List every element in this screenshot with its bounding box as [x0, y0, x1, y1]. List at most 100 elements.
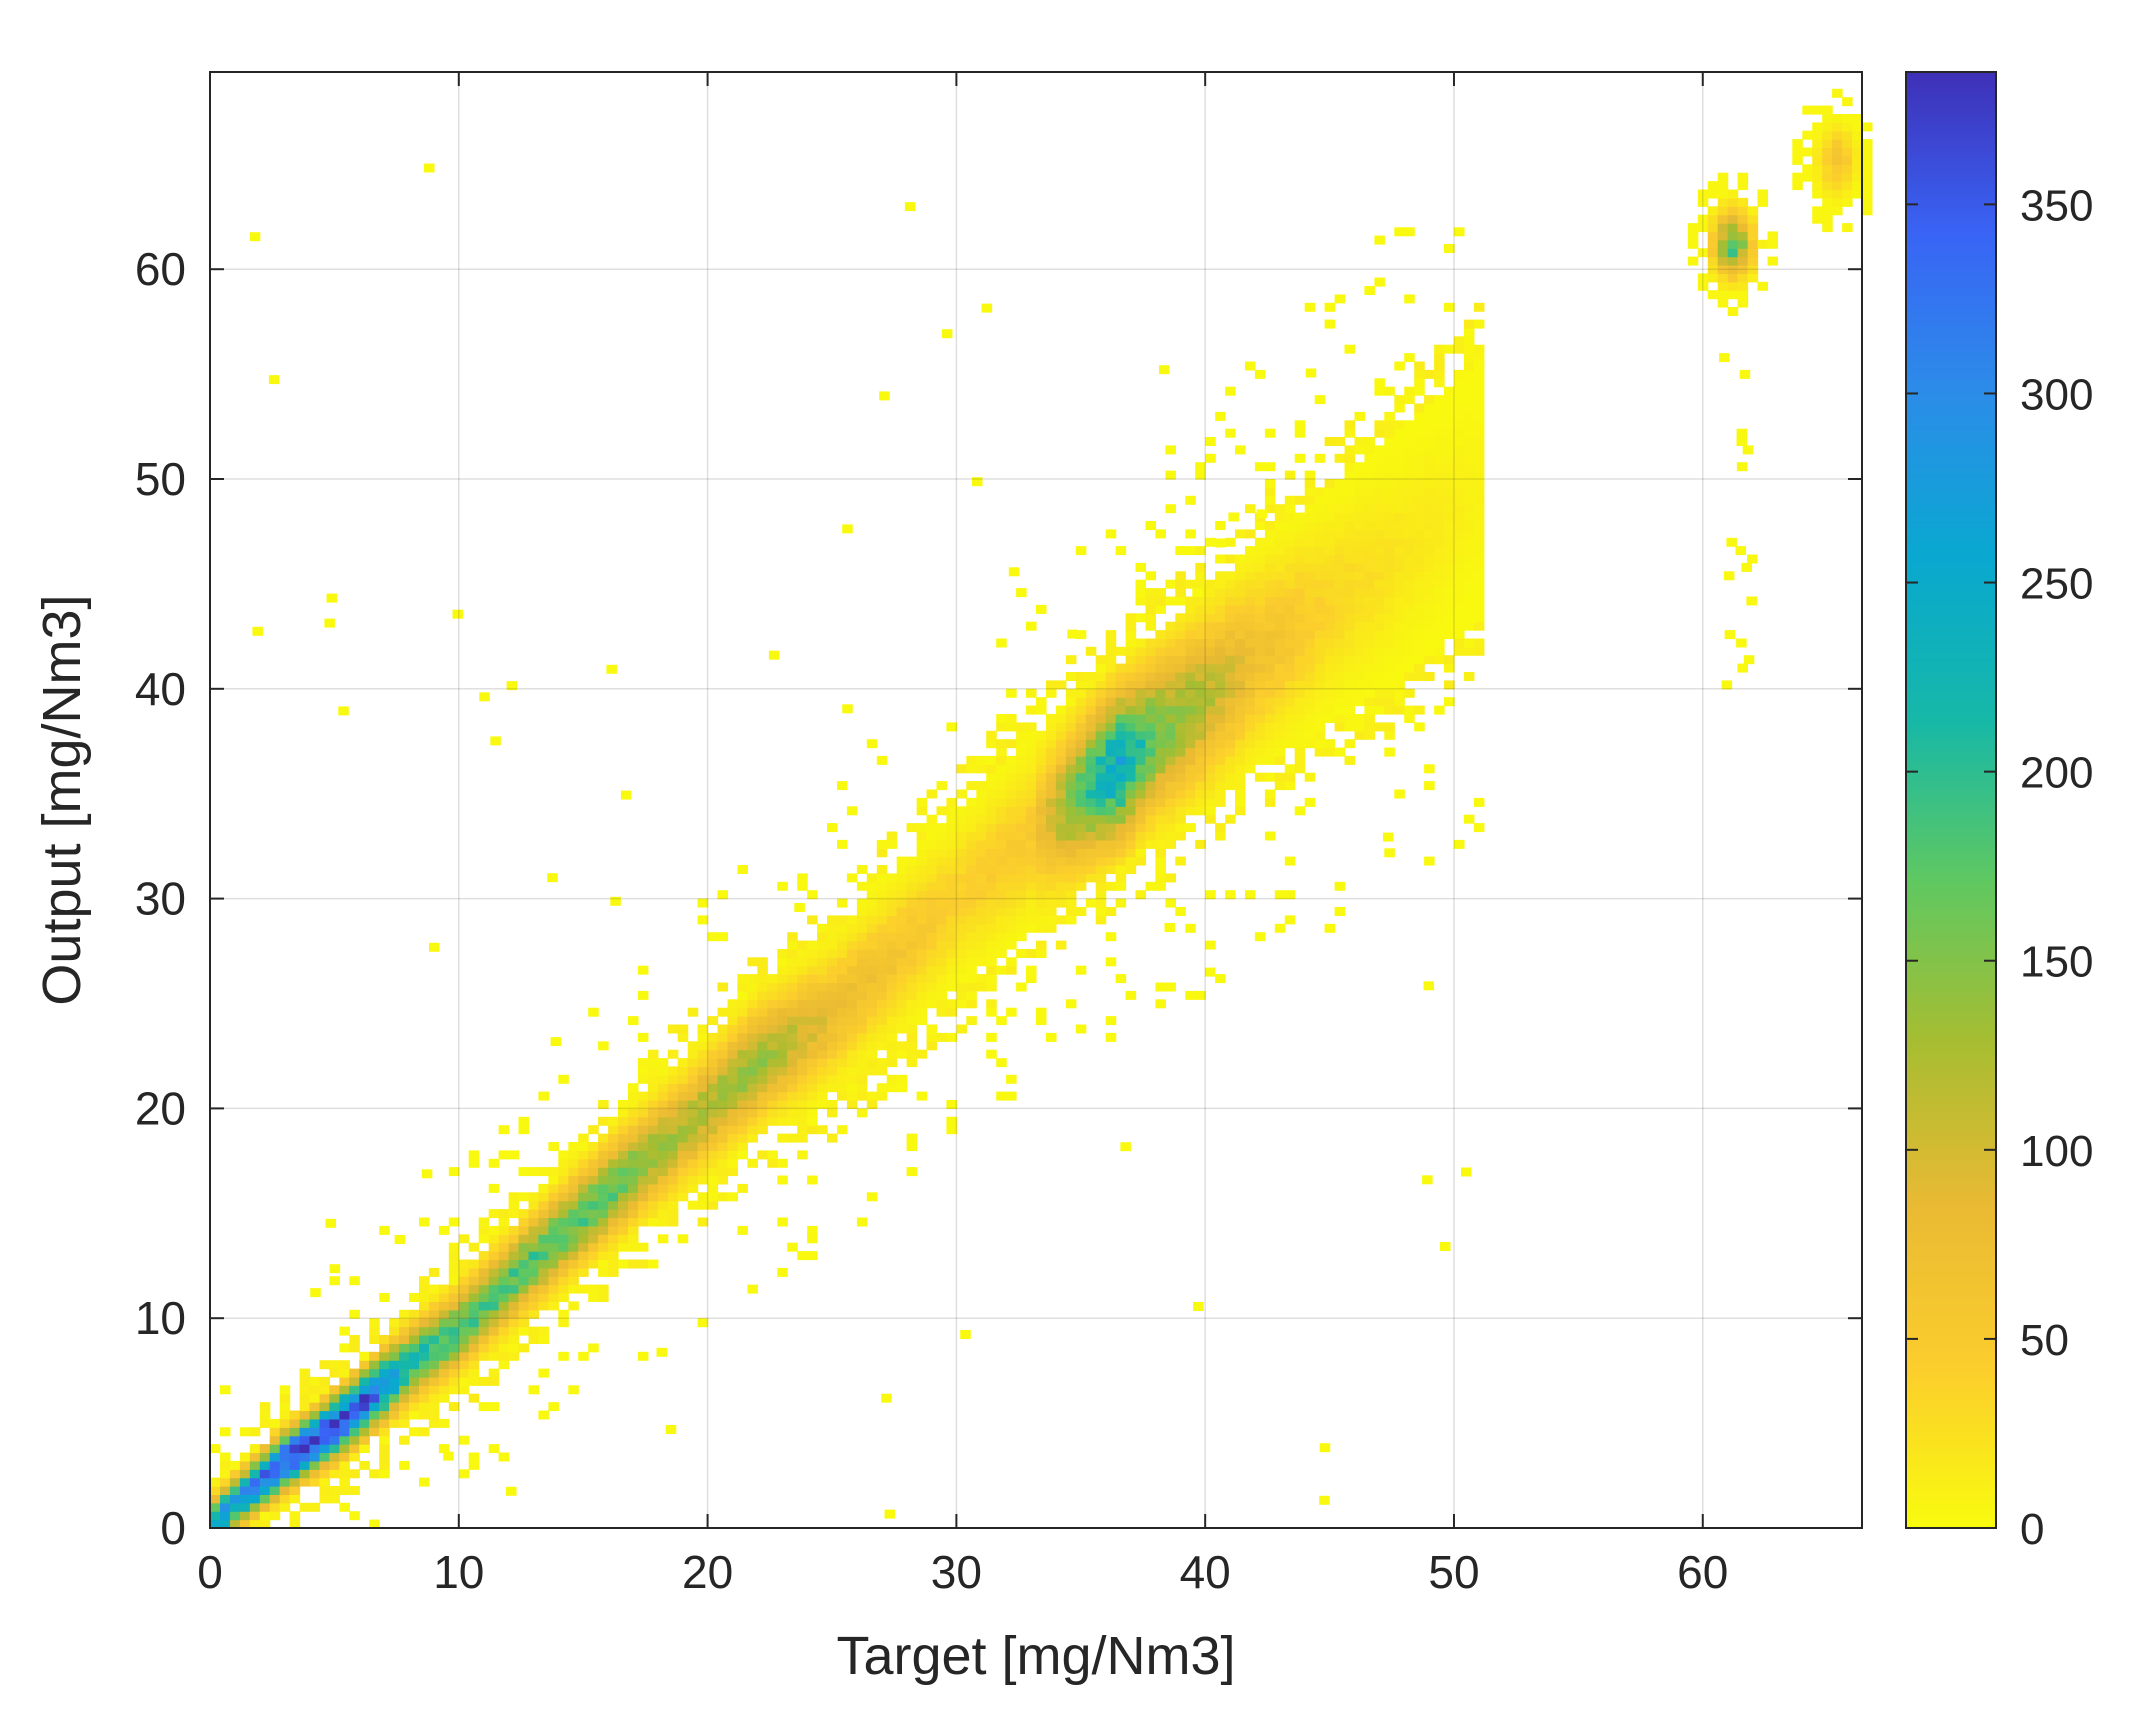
heatmap-bin-2460 — [1245, 680, 1256, 690]
heatmap-bin-1836 — [1055, 856, 1067, 866]
heatmap-bin-905 — [707, 1016, 719, 1026]
heatmap-bin-427 — [488, 1351, 500, 1361]
heatmap-bin-2833 — [1344, 470, 1356, 480]
heatmap-bin-10 — [220, 1494, 231, 1504]
heatmap-bin-1071 — [787, 1133, 798, 1143]
heatmap-bin-3154 — [1434, 604, 1445, 614]
heatmap-bin-1 — [210, 1511, 221, 1521]
heatmap-bin-2375 — [1215, 613, 1226, 623]
heatmap-bin-3182 — [1434, 361, 1445, 371]
heatmap-bin-2992 — [1394, 789, 1405, 799]
heatmap-bin-3331 — [1473, 403, 1485, 413]
heatmap-bin-763 — [647, 1158, 659, 1168]
y-tick-label-3: 30 — [135, 873, 186, 925]
heatmap-bin-3229 — [1454, 596, 1465, 606]
heatmap-bin-3260 — [1463, 814, 1475, 824]
heatmap-bin-2565 — [1274, 680, 1286, 690]
heatmap-bin-2917 — [1374, 672, 1385, 681]
heatmap-bin-3412 — [1747, 248, 1759, 258]
heatmap-bin-182 — [349, 1469, 360, 1479]
heatmap-bin-2527 — [1264, 672, 1276, 681]
heatmap-bin-2435 — [1235, 646, 1246, 656]
heatmap-bin-1426 — [916, 957, 928, 967]
heatmap-bin-252 — [389, 1360, 400, 1370]
heatmap-bin-2980 — [1384, 495, 1395, 505]
heatmap-bin-836 — [677, 1058, 689, 1068]
heatmap-bin-626 — [578, 1142, 589, 1151]
heatmap-bin-3347 — [1697, 248, 1709, 258]
heatmap-bin-1088 — [787, 982, 798, 992]
heatmap-bin-3130 — [1424, 521, 1435, 530]
heatmap-bin-1626 — [986, 881, 997, 891]
heatmap-bin-1772 — [1036, 940, 1047, 950]
heatmap-bin-1408 — [906, 915, 918, 925]
heatmap-bin-696 — [618, 1192, 629, 1202]
heatmap-bin-158 — [329, 1368, 340, 1378]
heatmap-bin-1634 — [986, 814, 997, 824]
heatmap-bin-3253 — [1454, 395, 1465, 405]
heatmap-bin-3476 — [1842, 197, 1853, 207]
heatmap-bin-2507 — [1254, 546, 1266, 556]
heatmap-bin-1132 — [807, 1083, 818, 1093]
heatmap-bin-544 — [538, 1192, 549, 1202]
heatmap-bin-3374 — [1717, 214, 1729, 224]
heatmap-bin-1419 — [916, 1016, 928, 1026]
heatmap-bin-3131 — [1424, 512, 1435, 522]
heatmap-bin-350 — [448, 1343, 460, 1353]
heatmap-bin-1502 — [946, 1007, 957, 1017]
heatmap-bin-2993 — [1394, 705, 1405, 715]
heatmap-bin-1057 — [777, 1041, 788, 1051]
heatmap-bin-2430 — [1235, 688, 1246, 698]
heatmap-bin-1739 — [1026, 965, 1037, 975]
heatmap-bin-2977 — [1384, 521, 1395, 530]
heatmap-bin-181 — [349, 1486, 360, 1495]
heatmap-bin-3021 — [1394, 470, 1405, 480]
heatmap-bin-415 — [478, 1284, 490, 1294]
heatmap-bin-1267 — [856, 974, 868, 984]
heatmap-bin-2748 — [1324, 588, 1336, 598]
heatmap-bin-546 — [538, 1167, 549, 1177]
heatmap-bin-2623 — [1284, 470, 1296, 480]
heatmap-bin-483 — [508, 1225, 520, 1235]
heatmap-bin-3445 — [1812, 122, 1823, 132]
heatmap-bin-893 — [707, 1125, 719, 1135]
heatmap-bin-324 — [428, 1293, 440, 1302]
heatmap-bin-3243 — [1454, 479, 1465, 488]
heatmap-bin-2305 — [1195, 621, 1206, 631]
heatmap-bin-613 — [578, 1251, 589, 1261]
heatmap-bin-183 — [349, 1452, 360, 1462]
heatmap-bin-325 — [428, 1284, 440, 1294]
heatmap-bin-3247 — [1454, 445, 1465, 455]
heatmap-bin-849 — [687, 1108, 699, 1118]
heatmap-bin-2093 — [1135, 722, 1147, 732]
heatmap-bin-1628 — [986, 865, 997, 874]
heatmap-bin-634 — [588, 1234, 599, 1244]
heatmap-bin-2537 — [1264, 588, 1276, 598]
heatmap-bin-2829 — [1344, 504, 1356, 514]
heatmap-bin-308 — [419, 1217, 430, 1227]
heatmap-bin-2479 — [1245, 361, 1256, 371]
heatmap-bin-1869 — [1065, 814, 1077, 824]
heatmap-bin-1453 — [926, 957, 938, 967]
heatmap-bin-326 — [428, 1267, 440, 1277]
heatmap-bin-323 — [428, 1301, 440, 1311]
heatmap-bin-1305 — [866, 873, 878, 883]
heatmap-bin-465 — [498, 1209, 510, 1219]
heatmap-bin-1432 — [916, 907, 928, 916]
heatmap-bin-1173 — [817, 932, 828, 942]
heatmap-bin-1286 — [866, 1032, 878, 1042]
heatmap-bin-1379 — [896, 923, 908, 933]
heatmap-bin-156 — [329, 1393, 340, 1403]
heatmap-bin-1329 — [876, 890, 888, 900]
heatmap-bin-68 — [269, 1444, 281, 1454]
heatmap-bin-2022 — [1115, 823, 1127, 833]
heatmap-bin-2496 — [1254, 638, 1266, 648]
heatmap-bin-679 — [608, 1192, 619, 1202]
heatmap-bin-1153 — [817, 1100, 828, 1109]
heatmap-bin-2181 — [1165, 873, 1176, 883]
heatmap-bin-824 — [677, 1158, 689, 1168]
heatmap-bin-2316 — [1205, 940, 1216, 950]
heatmap-bin-625 — [578, 1150, 589, 1160]
heatmap-bin-393 — [468, 1326, 480, 1336]
heatmap-bin-968 — [737, 1041, 748, 1051]
